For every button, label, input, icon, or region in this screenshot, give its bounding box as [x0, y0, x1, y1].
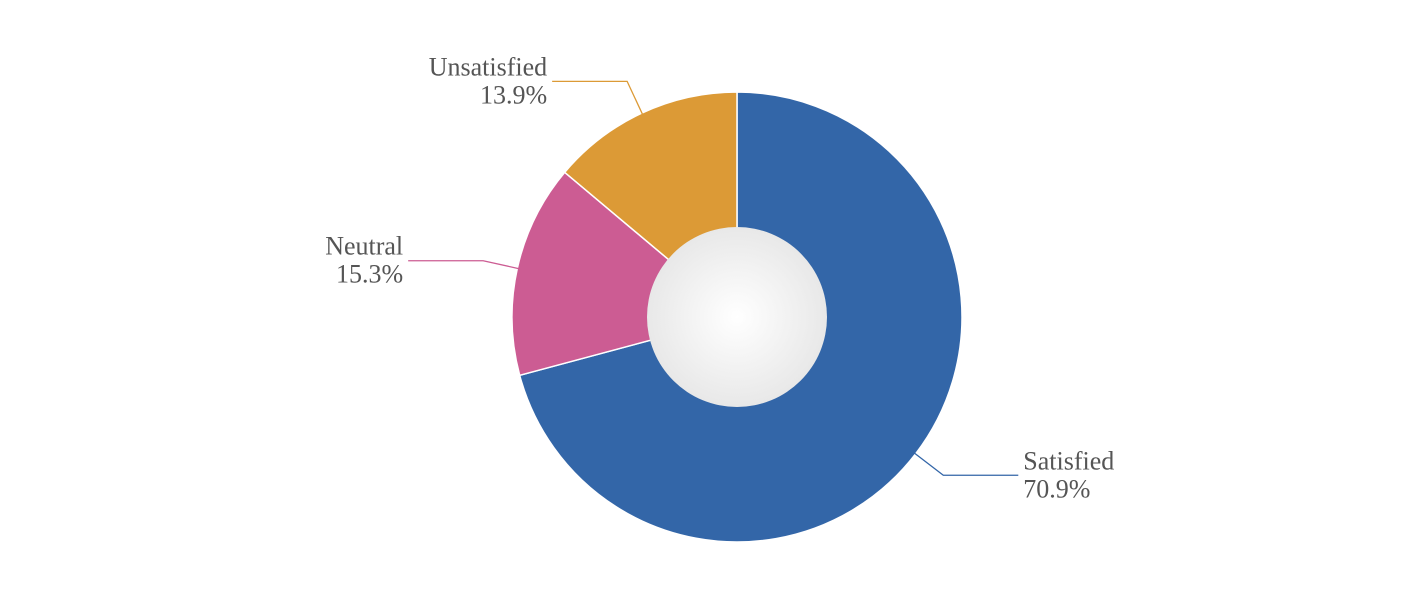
slice-label: Satisfied	[1023, 446, 1114, 475]
leader-line	[912, 451, 1019, 476]
leader-line	[552, 80, 644, 117]
value-label: 15.3%	[336, 260, 403, 289]
value-label: 70.9%	[1023, 474, 1090, 503]
slice-label: Neutral	[325, 232, 403, 261]
value-label: 13.9%	[480, 80, 547, 109]
slice-label: Unsatisfied	[429, 52, 547, 81]
donut-hole	[647, 227, 827, 407]
leader-line	[408, 260, 521, 270]
